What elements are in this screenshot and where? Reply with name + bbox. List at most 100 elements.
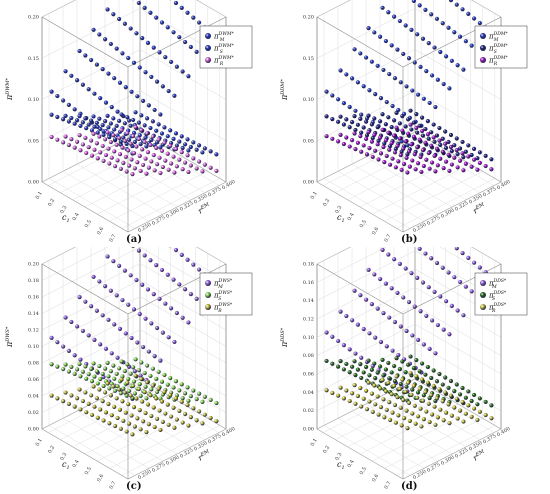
data-point [89,393,94,398]
z-tick-label: 0.20 [28,262,39,268]
data-point [378,404,384,410]
legend-marker [205,33,211,39]
data-point [98,126,103,132]
data-point [89,366,94,372]
data-point [72,371,77,376]
data-point [352,47,357,52]
data-point [119,377,124,382]
data-point [410,333,415,338]
data-point [438,294,443,299]
data-point [140,399,145,404]
data-point [77,133,82,138]
data-point [414,357,419,363]
data-point [158,145,163,150]
data-point [141,419,146,424]
data-point [173,379,179,384]
data-point [149,387,154,392]
legend-marker [480,45,486,51]
data-point [446,25,451,30]
data-point [148,373,153,379]
chart-a: 0.000.050.100.150.200.10.20.30.40.50.60.… [5,0,253,243]
y-axis-label-base: r [472,452,481,462]
data-points [49,0,219,177]
data-point [185,402,190,408]
data-point [420,280,426,285]
data-point [188,394,193,399]
data-point [142,390,147,395]
data-point [103,284,108,289]
data-point [392,150,398,155]
data-point [159,379,165,384]
data-point [414,125,419,130]
data-point [387,400,392,405]
z-gridline [316,268,502,320]
data-point [136,386,141,392]
data-point [489,157,494,162]
data-point [472,260,477,265]
data-point [152,168,157,173]
data-point [125,115,130,120]
data-point [156,369,161,374]
data-point [477,409,482,414]
data-point [372,272,377,277]
data-point [166,167,171,172]
data-point [131,365,136,370]
data-point [172,425,177,430]
data-point [440,265,445,270]
data-point [183,391,188,396]
data-point [454,396,459,401]
data-point [121,160,126,166]
data-point [366,267,371,272]
data-point [353,127,358,133]
data-point [126,376,131,382]
legend-entry-base: π [213,304,219,312]
data-point [148,125,153,131]
data-point [112,322,117,327]
y-axis-label-sup: EM [474,448,486,459]
data-point [375,63,380,68]
data-point [197,267,202,272]
data-point [381,397,386,402]
data-point [158,358,163,363]
y-floor-gridline [90,156,178,208]
data-point [330,136,335,141]
data-point [431,122,436,127]
data-point [372,116,377,121]
data-point [69,73,74,78]
z-gridline [316,250,502,301]
data-point [416,161,421,166]
data-point [330,93,335,98]
data-point [155,416,160,422]
data-point [364,364,369,370]
data-point [381,144,386,150]
data-point [107,135,112,140]
data-point [361,326,366,332]
data-point [324,89,329,94]
data-point [347,144,352,149]
data-point [120,145,125,150]
data-point [80,142,85,147]
data-point [174,310,179,316]
data-point [91,131,96,136]
data-point [106,317,111,322]
data-point [117,407,123,412]
data-point [144,144,149,149]
y-floor-gridline [407,135,495,186]
z-tick-label: 0.10 [28,344,39,350]
data-point [129,413,134,418]
data-point [202,162,207,167]
data-point [344,72,349,77]
data-point [49,335,54,340]
legend-entry-base: π [213,45,219,53]
data-point [438,156,443,161]
data-point [180,420,185,425]
data-point [444,54,449,59]
data-point [80,120,85,125]
data-point [448,378,454,384]
data-point [75,367,80,372]
data-point [55,114,60,120]
data-point [80,398,85,404]
data-point [112,127,117,132]
data-point [355,122,360,127]
